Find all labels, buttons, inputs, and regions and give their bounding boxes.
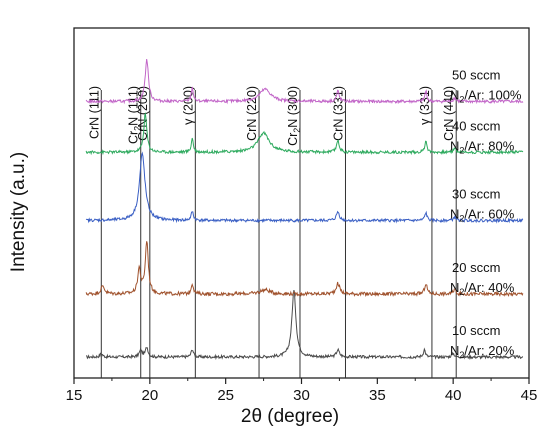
series-trace <box>85 241 524 298</box>
series-ratio-label: N2/Ar: 80% <box>450 138 515 155</box>
y-axis-title: Intensity (a.u.) <box>8 152 29 272</box>
peak-label: Cr2N (300) <box>286 86 302 146</box>
series-flow-label: 50 sccm <box>452 68 500 83</box>
peak-label: Cr2N (111) <box>127 86 143 144</box>
series-trace <box>85 151 524 224</box>
x-tick-label: 45 <box>521 387 538 404</box>
series-ratio-label: N2/Ar: 20% <box>450 343 515 360</box>
peak-label: CrN (331) <box>331 86 345 141</box>
series-trace <box>85 58 524 105</box>
x-tick-label: 35 <box>369 387 386 404</box>
x-tick-label: 20 <box>141 387 158 404</box>
peak-label: CrN (111) <box>87 86 101 139</box>
peak-label: γ (200) <box>181 86 195 125</box>
series-trace <box>86 289 524 361</box>
series-labels: 10 sccm N2/Ar: 20% 20 sccm N2/Ar: 40% 30 scc… <box>450 68 522 361</box>
series-flow-label: 40 sccm <box>452 118 500 133</box>
x-tick-label: 15 <box>66 387 83 404</box>
series-flow-label: 20 sccm <box>452 260 500 275</box>
series-trace <box>85 112 524 156</box>
x-tick-label: 25 <box>217 387 234 404</box>
peak-label: CrN (220) <box>245 86 259 141</box>
x-axis: 15 20 25 30 35 40 45 <box>66 378 538 404</box>
x-tick-label: 30 <box>293 387 310 404</box>
reference-lines: CrN (111)Cr2N (111)CrN (200)γ (200)CrN (… <box>87 86 457 378</box>
series-ratio-label: N2/Ar: 40% <box>450 280 515 297</box>
series-lines <box>85 58 524 361</box>
peak-label: γ (331) <box>418 86 432 125</box>
series-ratio-label: N2/Ar: 100% <box>450 88 522 105</box>
x-axis-title: 2θ (degree) <box>241 406 339 427</box>
series-flow-label: 10 sccm <box>452 323 500 338</box>
series-ratio-label: N2/Ar: 60% <box>450 207 515 224</box>
peak-label: CrN (440) <box>442 86 456 141</box>
series-flow-label: 30 sccm <box>452 187 500 202</box>
x-tick-label: 40 <box>445 387 462 404</box>
